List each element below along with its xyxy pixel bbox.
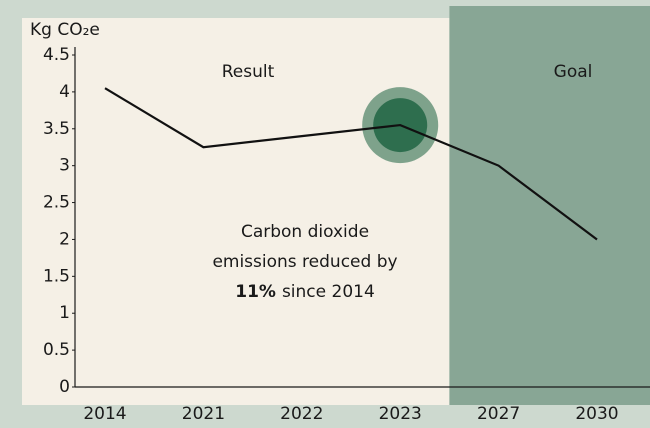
y-tick-label: 0 <box>59 377 70 397</box>
annotation-rest: since 2014 <box>282 282 375 302</box>
regions <box>22 6 650 405</box>
y-tick-label: 3 <box>59 156 70 176</box>
y-tick-label: 3.5 <box>43 119 70 139</box>
annotation-line: emissions reduced by <box>212 252 397 272</box>
y-axis-label: Kg CO₂e <box>30 20 100 40</box>
y-tick-label: 2 <box>59 229 70 249</box>
x-tick-label: 2023 <box>379 404 422 424</box>
annotation-line: Carbon dioxide <box>241 222 369 242</box>
annotation-bold: 11% <box>235 282 276 302</box>
y-tick-label: 4.5 <box>43 45 70 65</box>
x-tick-label: 2022 <box>280 404 323 424</box>
goal-region <box>449 6 650 405</box>
line <box>104 87 598 241</box>
y-tick-label: 4 <box>59 82 70 102</box>
y-tick-label: 2.5 <box>43 193 70 213</box>
region-label: Result <box>222 62 275 82</box>
y-tick-label: 1 <box>59 303 70 323</box>
x-tick-label: 2014 <box>83 404 126 424</box>
y-tick-label: 0.5 <box>43 340 70 360</box>
x-tick-label: 2027 <box>477 404 520 424</box>
y-tick-label: 1.5 <box>43 266 70 286</box>
annotation-line: 11% since 2014 <box>235 282 375 302</box>
region-label: Goal <box>554 62 593 82</box>
x-tick-label: 2030 <box>575 404 618 424</box>
result-region <box>22 18 450 405</box>
x-tick-label: 2021 <box>182 404 225 424</box>
